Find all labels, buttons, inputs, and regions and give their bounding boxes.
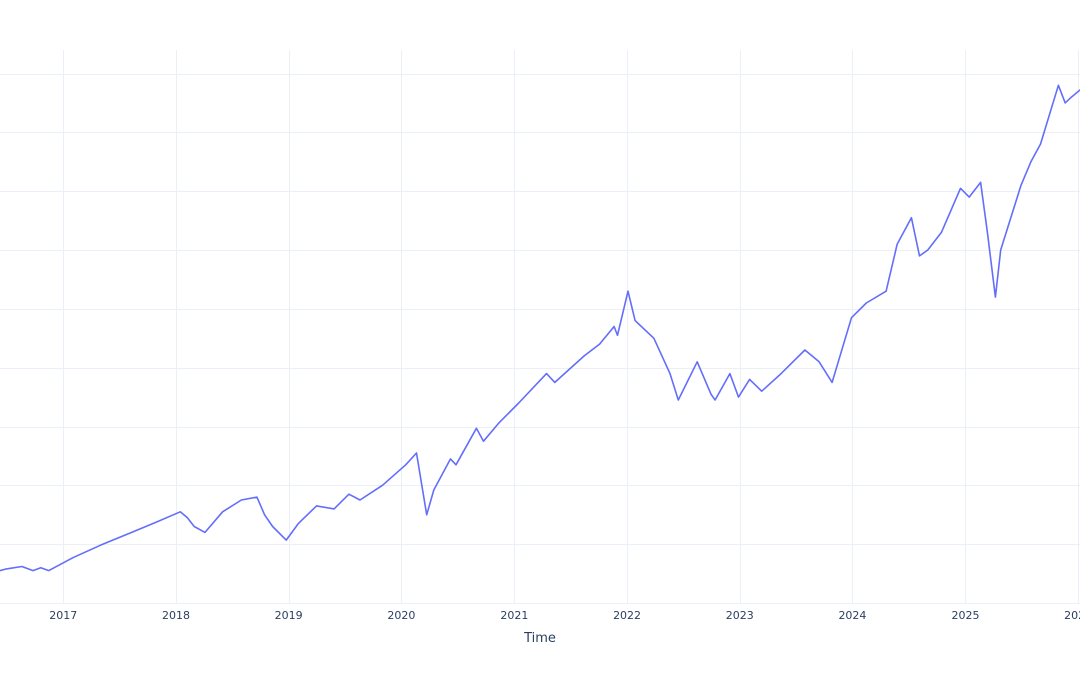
x-tick-label: 2021 — [500, 609, 528, 622]
x-tick-label: 2019 — [275, 609, 303, 622]
x-tick-label: 2020 — [387, 609, 415, 622]
x-tick-label: 2022 — [613, 609, 641, 622]
x-axis-title: Time — [523, 631, 556, 646]
gridlines — [0, 50, 1080, 604]
x-tick-label: 2018 — [162, 609, 190, 622]
x-tick-label: 2023 — [726, 609, 754, 622]
x-tick-label: 2025 — [951, 609, 979, 622]
x-tick-label: 2017 — [49, 609, 77, 622]
series-layer — [0, 84, 1080, 572]
x-tick-label: 2026 — [1064, 609, 1080, 622]
series-line — [0, 84, 1080, 572]
x-tick-label: 2024 — [838, 609, 866, 622]
x-axis-ticks: 2017 2018 2019 2020 2021 2022 2023 2024 2025 2026 — [49, 609, 1080, 622]
